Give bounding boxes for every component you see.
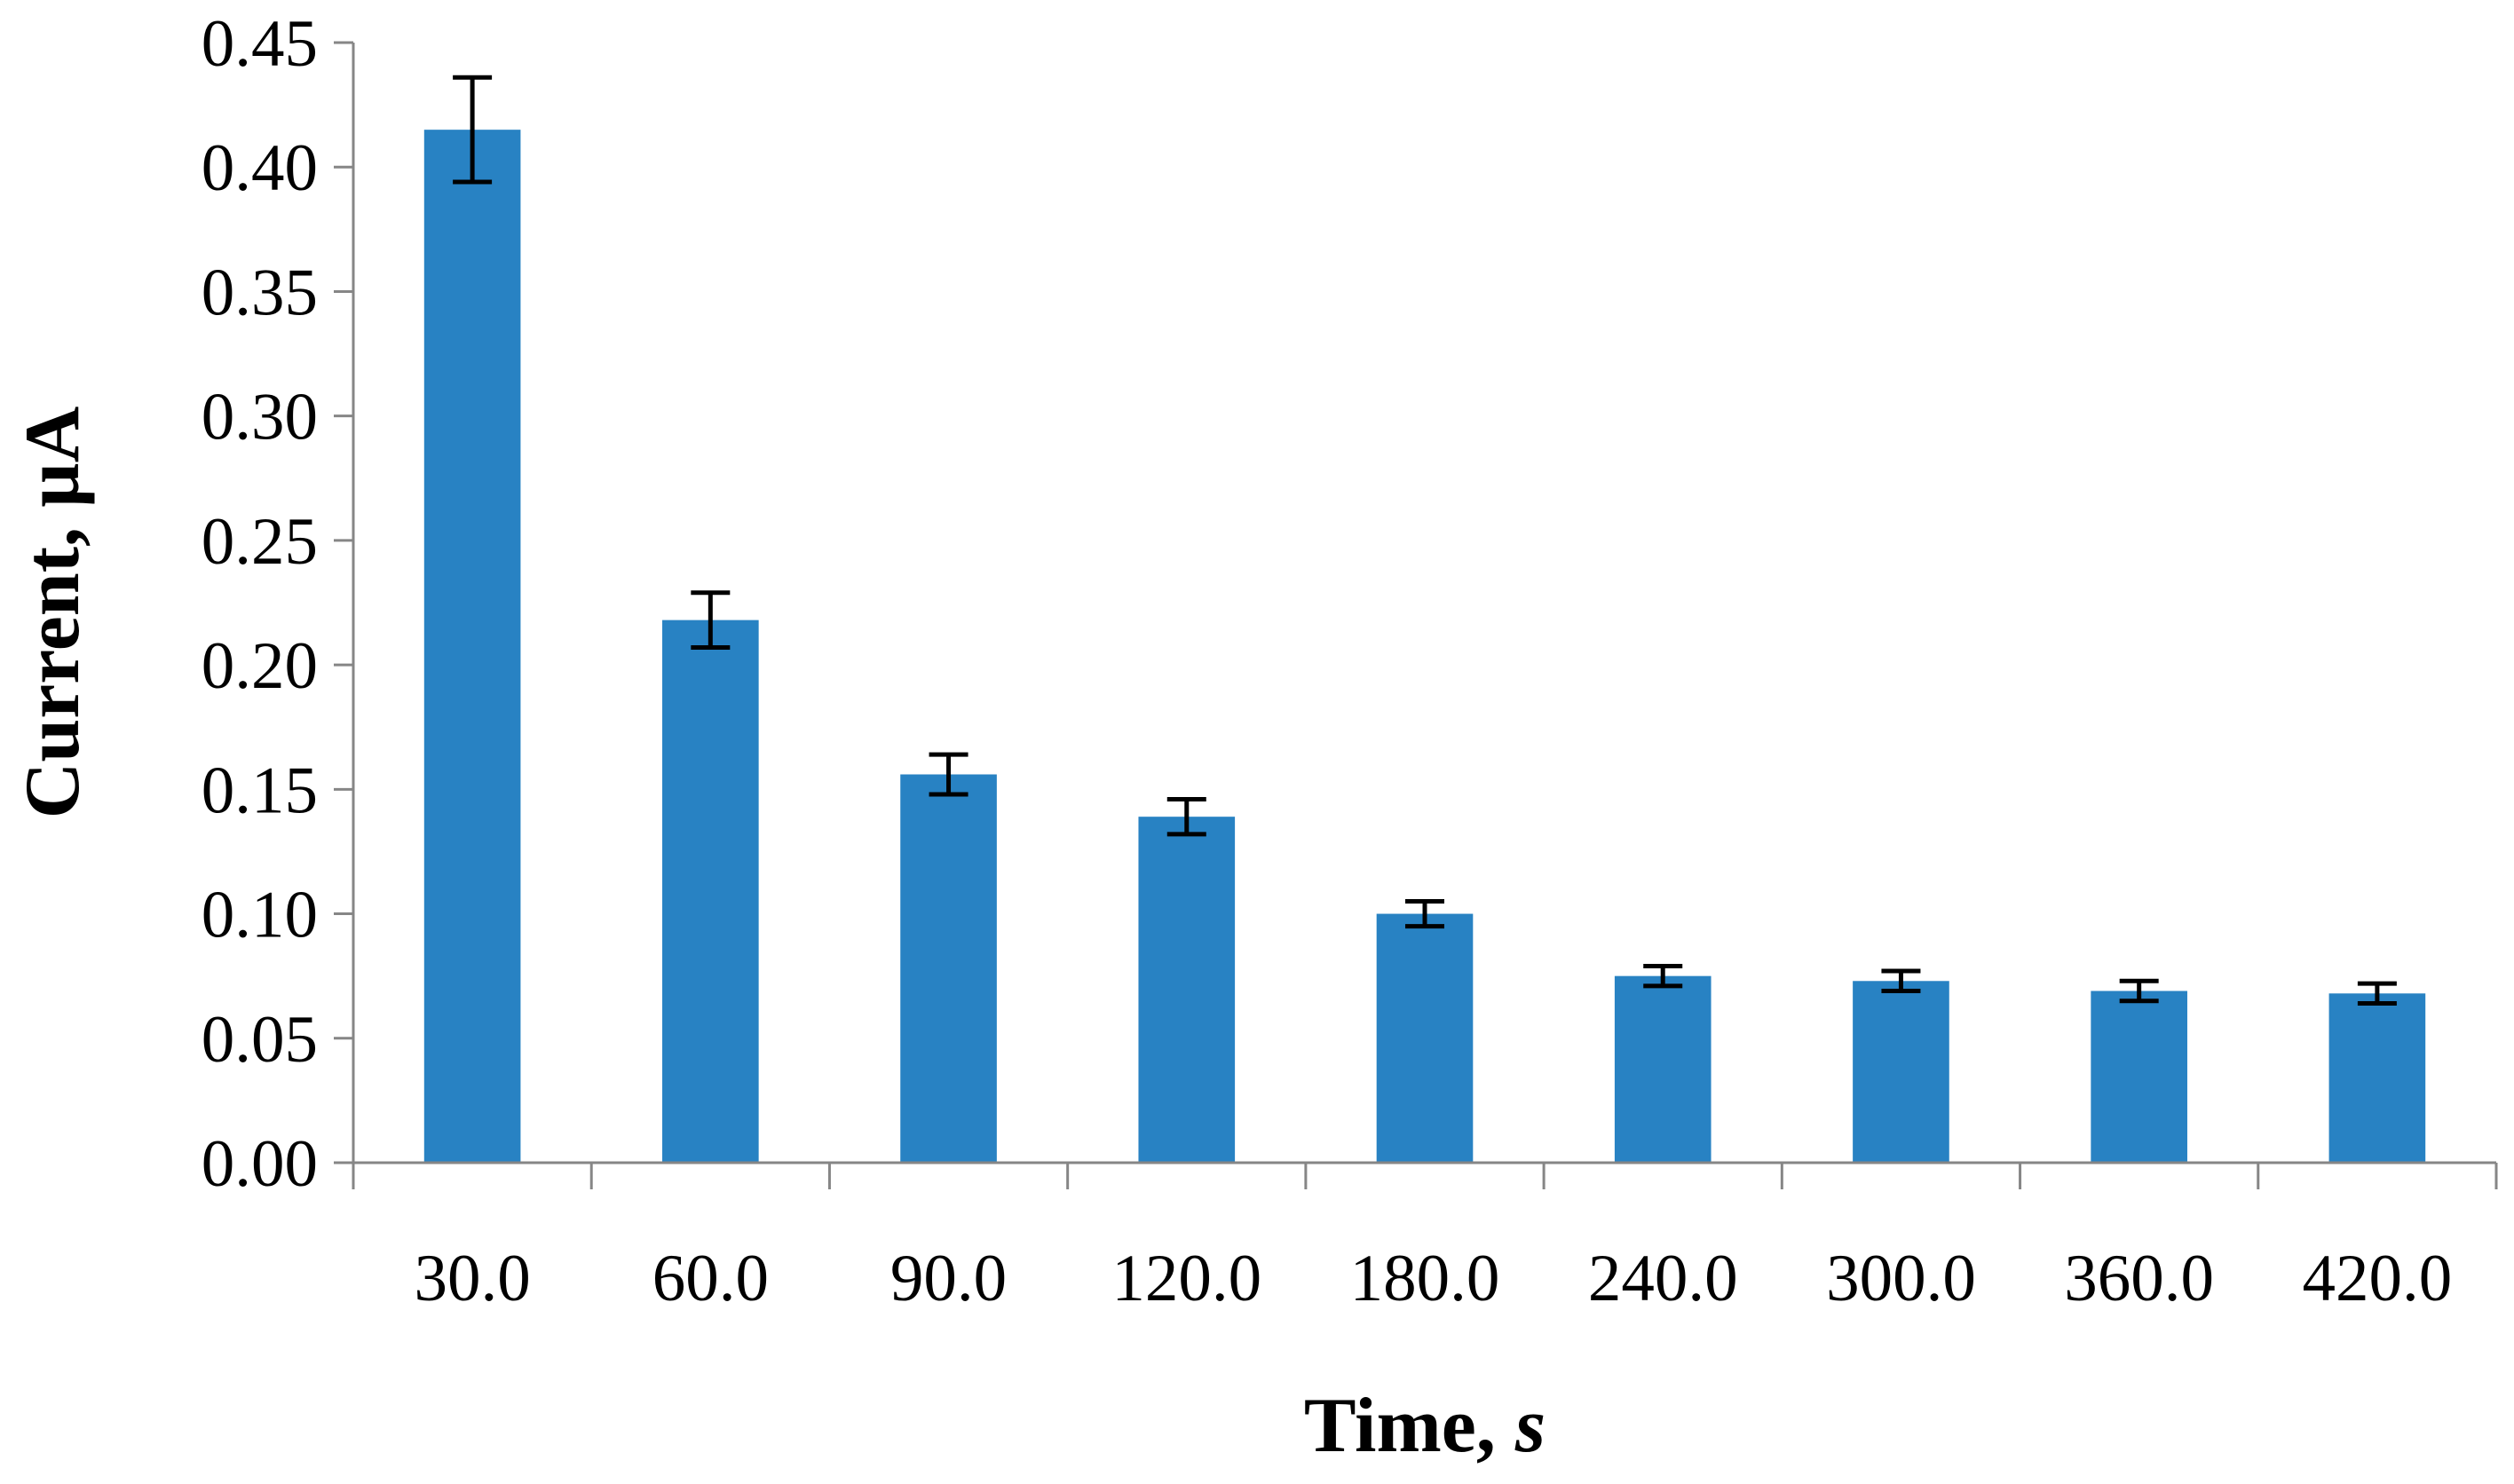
bar xyxy=(1614,975,1712,1163)
error-bar xyxy=(929,752,968,797)
x-tick-label: 300.0 xyxy=(1826,1242,1976,1315)
x-tick-label: 120.0 xyxy=(1111,1242,1261,1315)
bar xyxy=(2328,993,2426,1163)
x-tick-label: 60.0 xyxy=(652,1242,769,1315)
y-axis-title: Current, µA xyxy=(10,407,96,819)
x-tick-label: 420.0 xyxy=(2303,1242,2453,1315)
bar xyxy=(2091,991,2187,1163)
bar xyxy=(1138,817,1236,1163)
y-tick-label: 0.15 xyxy=(202,754,318,827)
x-axis: 30.0 60.0 90.0 120.0 180.0 240.0 300.0 360.0 420… xyxy=(352,1161,2498,1315)
error-bar xyxy=(1643,963,1683,989)
x-axis-title: Time, s xyxy=(1304,1383,1546,1469)
error-bar xyxy=(2119,978,2159,1004)
y-tick-label: 0.30 xyxy=(202,381,318,454)
y-tick-label: 0.45 xyxy=(202,7,318,81)
x-tick-label: 180.0 xyxy=(1350,1242,1500,1315)
error-bar xyxy=(1166,797,1206,837)
y-tick-label: 0.05 xyxy=(202,1003,318,1077)
y-tick-label: 0.10 xyxy=(202,879,318,952)
error-bar xyxy=(691,590,731,650)
plot-area xyxy=(423,75,2426,1164)
x-tick-label: 360.0 xyxy=(2064,1242,2214,1315)
error-bar xyxy=(2357,981,2397,1006)
bar xyxy=(1376,913,1474,1163)
bar xyxy=(423,130,521,1164)
bar xyxy=(1853,981,1949,1163)
y-tick-label: 0.35 xyxy=(202,256,318,329)
x-axis-title-unit: s xyxy=(1514,1383,1546,1469)
y-tick-label: 0.25 xyxy=(202,505,318,579)
bar xyxy=(662,620,759,1163)
y-tick-label: 0.40 xyxy=(202,131,318,205)
x-axis-title-text: Time, xyxy=(1304,1383,1515,1469)
y-axis: 0.00 0.05 0.10 0.15 0.20 0.25 0.30 0.35 0.40 0.45 xyxy=(202,7,355,1201)
error-bar xyxy=(1405,899,1444,929)
y-tick-label: 0.20 xyxy=(202,629,318,703)
error-bar xyxy=(453,75,493,185)
x-tick-label: 90.0 xyxy=(890,1242,1007,1315)
bar xyxy=(900,774,997,1163)
x-tick-label: 30.0 xyxy=(414,1242,530,1315)
x-tick-label: 240.0 xyxy=(1588,1242,1738,1315)
y-tick-label: 0.00 xyxy=(202,1127,318,1201)
error-bar xyxy=(1881,968,1921,993)
